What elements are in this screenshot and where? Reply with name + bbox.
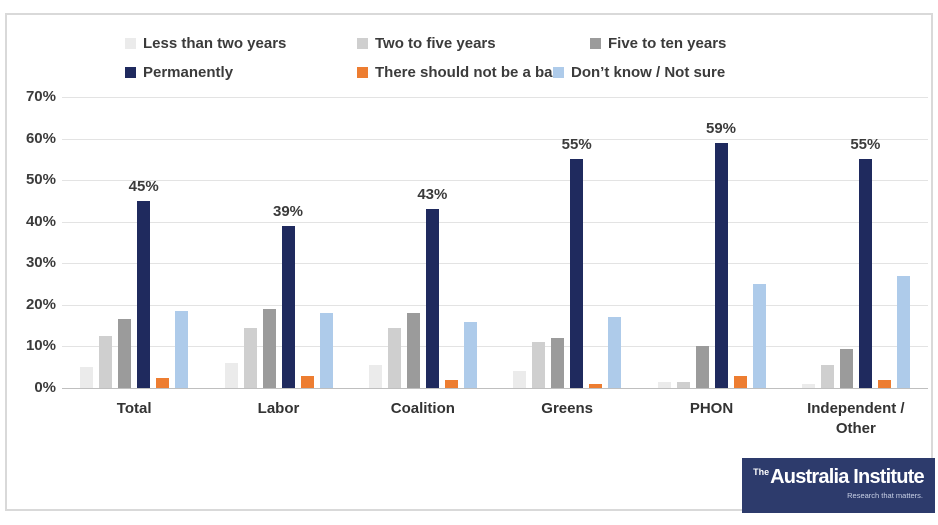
y-axis-tick-label: 30% xyxy=(25,254,56,272)
legend-label: Don’t know / Not sure xyxy=(571,64,726,81)
gridline xyxy=(62,304,928,306)
gridline xyxy=(62,138,928,140)
logo-wordmark: The Australia Institute xyxy=(750,467,927,487)
bar-data-label: 43% xyxy=(417,186,448,204)
bar xyxy=(532,342,546,388)
bar xyxy=(608,317,622,388)
legend-item: There should not be a ban xyxy=(357,64,562,81)
y-axis-tick-label: 60% xyxy=(25,129,56,147)
legend-label: Less than two years xyxy=(143,35,287,52)
bar xyxy=(80,367,94,388)
bar xyxy=(137,201,151,388)
bar xyxy=(877,379,891,388)
bar xyxy=(224,363,238,388)
bar xyxy=(896,275,910,388)
bar xyxy=(319,313,333,388)
bar xyxy=(858,159,872,388)
legend-item: Five to ten years xyxy=(590,35,726,52)
x-axis-category-label: Total xyxy=(116,400,152,417)
y-axis-tick-label: 20% xyxy=(25,295,56,313)
legend-label: There should not be a ban xyxy=(375,64,562,81)
legend-swatch xyxy=(357,67,368,78)
bar xyxy=(387,327,401,388)
legend-swatch xyxy=(125,67,136,78)
bar xyxy=(752,284,766,388)
bar xyxy=(262,309,276,388)
bar xyxy=(820,365,834,388)
legend-swatch xyxy=(553,67,564,78)
bar xyxy=(801,383,815,388)
logo-name-text: Australia Institute xyxy=(770,466,925,488)
gridline xyxy=(62,221,928,223)
bar xyxy=(406,313,420,388)
bar xyxy=(676,381,690,388)
x-axis-category-label: Coalition xyxy=(390,400,455,417)
logo-tagline: Research that matters. xyxy=(847,491,923,500)
x-axis-category-label: PHON xyxy=(689,400,734,417)
legend-item: Don’t know / Not sure xyxy=(553,64,725,81)
legend-label: Permanently xyxy=(143,64,234,81)
x-axis-category-label: Greens xyxy=(541,400,593,417)
legend-swatch xyxy=(357,38,368,49)
bar xyxy=(463,321,477,388)
bar xyxy=(513,371,527,388)
gridline xyxy=(62,263,928,265)
x-axis-category-label: Labor xyxy=(257,400,300,417)
legend-label: Five to ten years xyxy=(608,35,727,52)
bar xyxy=(425,209,439,388)
gridline xyxy=(62,97,928,99)
legend-item: Less than two years xyxy=(125,35,286,52)
y-axis-tick-label: 70% xyxy=(25,88,56,106)
bar xyxy=(99,336,113,388)
y-axis-tick-label: 50% xyxy=(25,171,56,189)
bar xyxy=(300,375,314,388)
bar xyxy=(733,375,747,388)
bar xyxy=(444,379,458,388)
legend-swatch xyxy=(590,38,601,49)
gridline xyxy=(62,346,928,348)
bar xyxy=(657,381,671,388)
x-axis-category-label: Independent / Other xyxy=(807,400,905,437)
bar-data-label: 55% xyxy=(850,136,881,154)
legend-label: Two to five years xyxy=(375,35,496,52)
bar xyxy=(156,377,170,388)
chart-frame xyxy=(5,13,933,511)
y-axis-tick-label: 10% xyxy=(25,337,56,355)
bar xyxy=(570,159,584,388)
y-axis-tick-label: 0% xyxy=(34,379,56,396)
bar xyxy=(551,338,565,388)
bar xyxy=(118,319,132,388)
bar xyxy=(589,383,603,388)
x-axis-line xyxy=(62,388,928,389)
bar xyxy=(175,311,189,388)
logo-the-text: The xyxy=(753,467,770,477)
bar-data-label: 59% xyxy=(705,119,737,137)
legend-item: Permanently xyxy=(125,64,233,81)
bar xyxy=(714,142,728,388)
australia-institute-logo: The Australia Institute Research that ma… xyxy=(742,458,935,513)
bar xyxy=(243,327,257,388)
gridline xyxy=(62,180,928,182)
bar-data-label: 39% xyxy=(272,202,304,220)
bar xyxy=(695,346,709,388)
bar xyxy=(281,225,295,388)
bar-data-label: 55% xyxy=(561,136,592,154)
bar xyxy=(839,348,853,388)
bar xyxy=(368,365,382,388)
y-axis-tick-label: 40% xyxy=(25,212,56,230)
legend-swatch xyxy=(125,38,136,49)
bar-data-label: 45% xyxy=(128,178,159,196)
legend-item: Two to five years xyxy=(357,35,496,52)
